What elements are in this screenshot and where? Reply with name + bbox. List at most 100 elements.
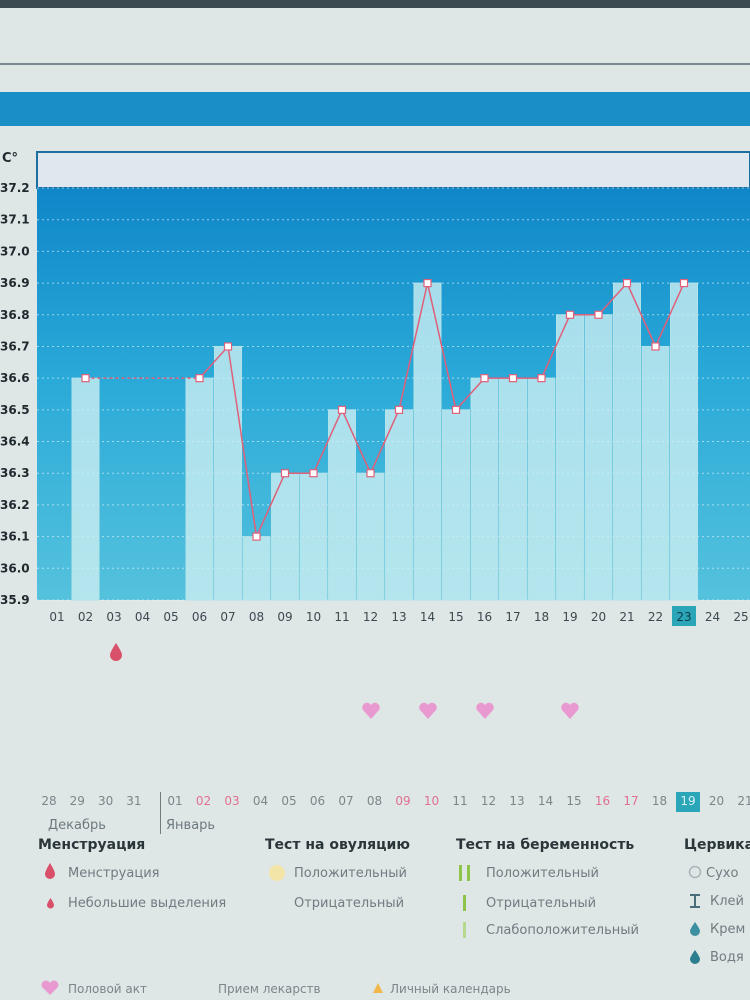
x-tick-label[interactable]: 12 [363, 610, 378, 624]
temperature-line-segment [369, 409, 400, 474]
y-tick-label: 37.1 [0, 213, 30, 227]
temperature-line-segment [398, 282, 429, 411]
calendar-day[interactable]: 18 [651, 794, 668, 808]
legend-pregnancy-positive: Положительный [486, 866, 599, 881]
calendar-day[interactable]: 29 [69, 794, 85, 808]
temperature-bar [185, 377, 214, 601]
legend-spotting-item: Небольшие выделения [68, 896, 227, 911]
calendar-day[interactable]: 09 [395, 794, 411, 808]
temperature-line-segment [341, 409, 372, 474]
temperature-line-segment [227, 346, 258, 537]
calendar-day[interactable]: 19 [676, 792, 700, 812]
y-axis-unit: C° [2, 151, 18, 166]
x-tick-label[interactable]: 22 [648, 610, 663, 624]
calendar-day[interactable]: 11 [452, 794, 468, 808]
x-tick-label[interactable]: 10 [306, 610, 321, 624]
faint-bar-icon [463, 922, 466, 938]
temperature-line-segment [455, 377, 486, 411]
x-tick-label[interactable]: 21 [619, 610, 634, 624]
temperature-point [423, 278, 432, 288]
x-tick-label[interactable]: 03 [106, 610, 121, 624]
calendar-day[interactable]: 07 [338, 794, 354, 808]
x-tick-label[interactable]: 11 [334, 610, 349, 624]
temperature-bar [328, 409, 356, 601]
calendar-day[interactable]: 13 [509, 794, 525, 808]
month-december: Декабрь [48, 818, 106, 833]
calendar-day[interactable]: 14 [537, 794, 554, 808]
temperature-point [622, 278, 632, 288]
x-tick-label[interactable]: 07 [220, 610, 235, 624]
calendar-day[interactable]: 30 [97, 794, 114, 808]
x-tick-label[interactable]: 18 [534, 610, 549, 624]
x-tick-highlight [672, 606, 696, 626]
creamy-drop-icon [690, 922, 700, 936]
y-tick-label: 36.3 [0, 466, 30, 480]
temperature-bar [71, 377, 100, 601]
y-tick-label: 36.4 [0, 435, 30, 449]
y-tick-label: 36.2 [0, 498, 30, 512]
double-bar-icon [459, 865, 470, 881]
heart-icon[interactable] [475, 702, 495, 720]
calendar-day[interactable]: 08 [366, 794, 383, 808]
x-tick-label[interactable]: 01 [49, 610, 64, 624]
y-tick-label: 36.1 [0, 530, 30, 544]
temperature-bar [214, 345, 242, 601]
x-tick-label[interactable]: 02 [78, 610, 93, 624]
temperature-point [651, 342, 660, 351]
x-tick-label[interactable]: 25 [733, 610, 748, 624]
y-tick-label: 36.9 [0, 276, 30, 290]
temperature-bar [470, 377, 499, 601]
calendar-day[interactable]: 10 [423, 794, 440, 808]
calendar-day[interactable]: 02 [195, 794, 212, 808]
header-divider [0, 63, 750, 65]
heart-icon[interactable] [560, 702, 580, 720]
calendar-day[interactable]: 16 [594, 794, 611, 808]
temperature-bar [670, 282, 698, 601]
calendar-day[interactable]: 17 [623, 794, 639, 808]
x-tick-label[interactable]: 15 [448, 610, 463, 624]
x-tick-label[interactable]: 06 [192, 610, 207, 624]
legend-pregnancy-faint: Слабоположительный [486, 923, 639, 938]
calendar-day[interactable]: 12 [480, 794, 497, 808]
calendar-day[interactable]: 28 [41, 794, 57, 808]
x-tick-label[interactable]: 08 [249, 610, 264, 624]
x-tick-label[interactable]: 04 [135, 610, 150, 624]
calendar-day[interactable]: 01 [167, 794, 183, 808]
y-tick-label: 36.6 [0, 371, 30, 385]
temperature-point [508, 374, 518, 383]
x-tick-label[interactable]: 14 [420, 610, 435, 624]
x-tick-label[interactable]: 24 [705, 610, 720, 624]
x-tick-label[interactable]: 16 [477, 610, 492, 624]
temperature-bar [271, 472, 299, 601]
temperature-chart: C° 35.9 36.0 36.1 36.2 36.3 36.4 36.5 36.6 36.7 3… [0, 151, 750, 626]
x-tick-label[interactable]: 05 [163, 610, 178, 624]
temperature-point [366, 469, 375, 478]
x-tick-label[interactable]: 13 [391, 610, 406, 624]
x-tick-label[interactable]: 09 [277, 610, 292, 624]
calendar-day[interactable]: 31 [126, 794, 142, 808]
calendar-day[interactable]: 20 [708, 794, 725, 808]
calendar-day[interactable]: 05 [281, 794, 297, 808]
calendar-day[interactable]: 04 [252, 794, 269, 808]
sticky-icon [690, 894, 700, 908]
x-tick-label[interactable]: 23 [676, 610, 691, 624]
heart-icon[interactable] [418, 702, 438, 720]
calendar-day[interactable]: 21 [737, 794, 750, 808]
y-tick-label: 36.8 [0, 308, 30, 322]
heart-icon[interactable] [361, 702, 381, 720]
legend-ovulation-positive: Положительный [294, 866, 407, 881]
temperature-bar [527, 377, 556, 601]
temperature-line-segment [312, 409, 343, 474]
x-tick-label[interactable]: 17 [505, 610, 520, 624]
calendar-day[interactable]: 15 [566, 794, 582, 808]
temperature-line-segment [198, 345, 229, 379]
temperature-point [280, 469, 290, 478]
calendar-day[interactable]: 06 [309, 794, 326, 808]
legend-cervical-sticky: Клей [710, 894, 744, 909]
calendar-day[interactable]: 03 [224, 794, 240, 808]
x-tick-label[interactable]: 20 [591, 610, 606, 624]
legend-cervical-watery: Водя [710, 950, 744, 965]
drop-icon[interactable] [109, 642, 123, 662]
temperature-bar [641, 345, 670, 601]
x-tick-label[interactable]: 19 [562, 610, 577, 624]
